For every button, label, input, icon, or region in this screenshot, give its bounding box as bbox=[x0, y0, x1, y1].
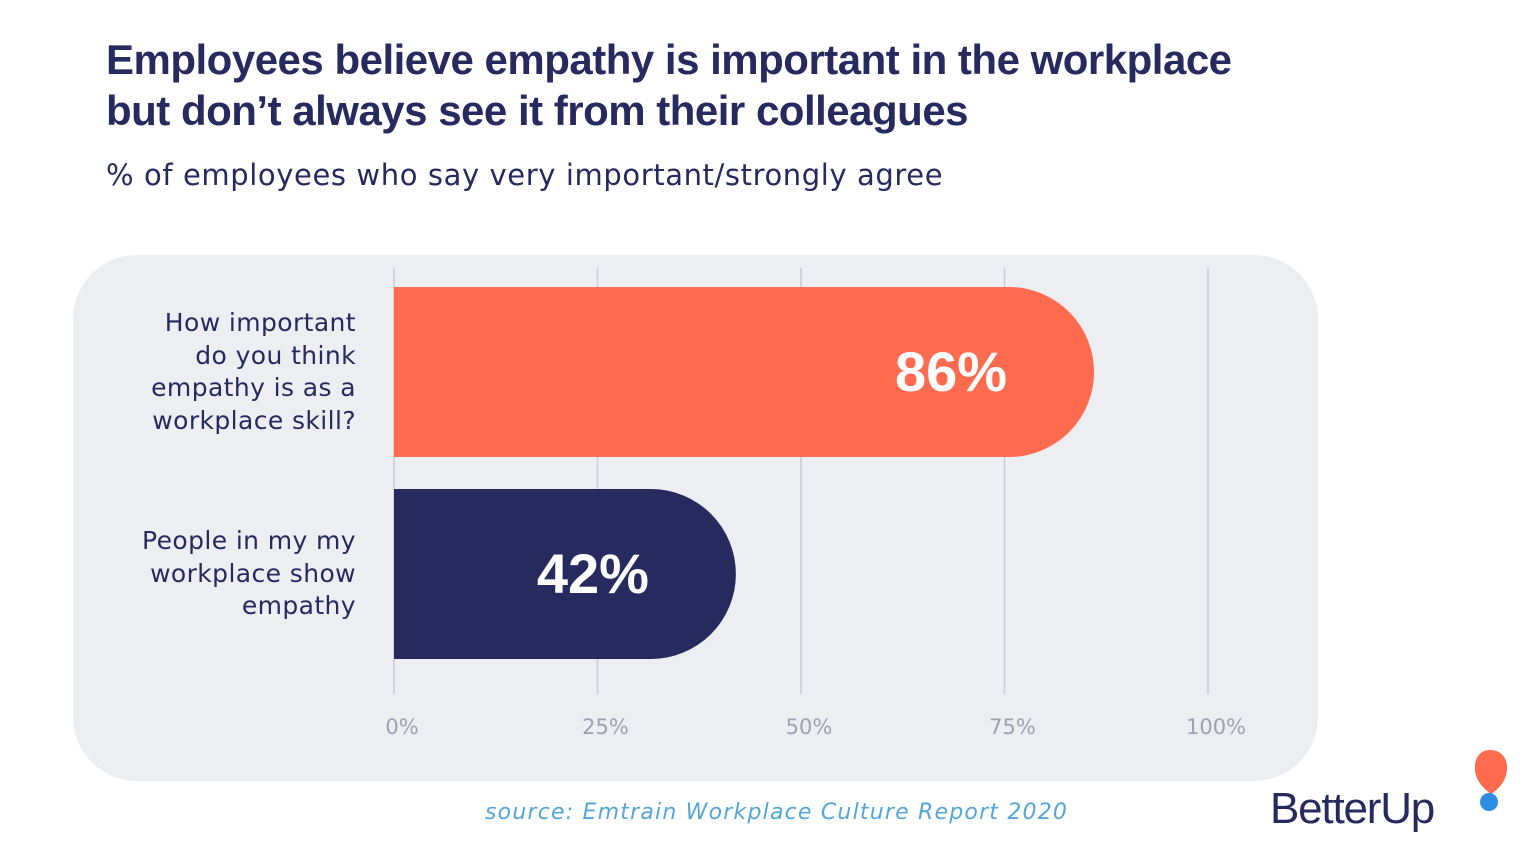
category-label-line: empathy bbox=[241, 591, 356, 621]
chart-title-line-2: but don’t always see it from their colle… bbox=[106, 87, 969, 134]
chart-title: Employees believe empathy is important i… bbox=[106, 34, 1406, 136]
category-label-line: do you think bbox=[195, 340, 356, 370]
source-note: source: Emtrain Workplace Culture Report… bbox=[485, 800, 1069, 825]
category-label-line: People in my my bbox=[142, 526, 356, 556]
x-tick-label: 25% bbox=[582, 715, 629, 739]
bar-value-label: 86% bbox=[895, 340, 1007, 403]
x-tick-label: 50% bbox=[786, 715, 833, 739]
category-label-line: workplace show bbox=[150, 558, 356, 588]
bar bbox=[394, 489, 736, 659]
bar-value-label: 42% bbox=[537, 542, 649, 605]
bar bbox=[394, 287, 1095, 457]
category-label-line: workplace skill? bbox=[152, 405, 356, 435]
category-label-line: empathy is as a bbox=[151, 373, 356, 402]
category-label: People in my my workplace show empathy bbox=[142, 525, 356, 623]
logo-text: BetterUp bbox=[1270, 784, 1435, 833]
category-label-line: How important bbox=[164, 308, 356, 337]
x-tick-label: 75% bbox=[989, 715, 1036, 739]
chart-title-line-1: Employees believe empathy is important i… bbox=[106, 36, 1232, 83]
x-tick-label: 100% bbox=[1186, 715, 1246, 739]
chart-subtitle: % of employees who say very important/st… bbox=[106, 158, 944, 192]
category-label: How important do you think empathy is as a… bbox=[151, 307, 356, 437]
x-tick-label: 0% bbox=[385, 715, 418, 739]
betterup-logo: BetterUp bbox=[1270, 748, 1520, 848]
logo-mark-icon bbox=[1474, 750, 1508, 811]
